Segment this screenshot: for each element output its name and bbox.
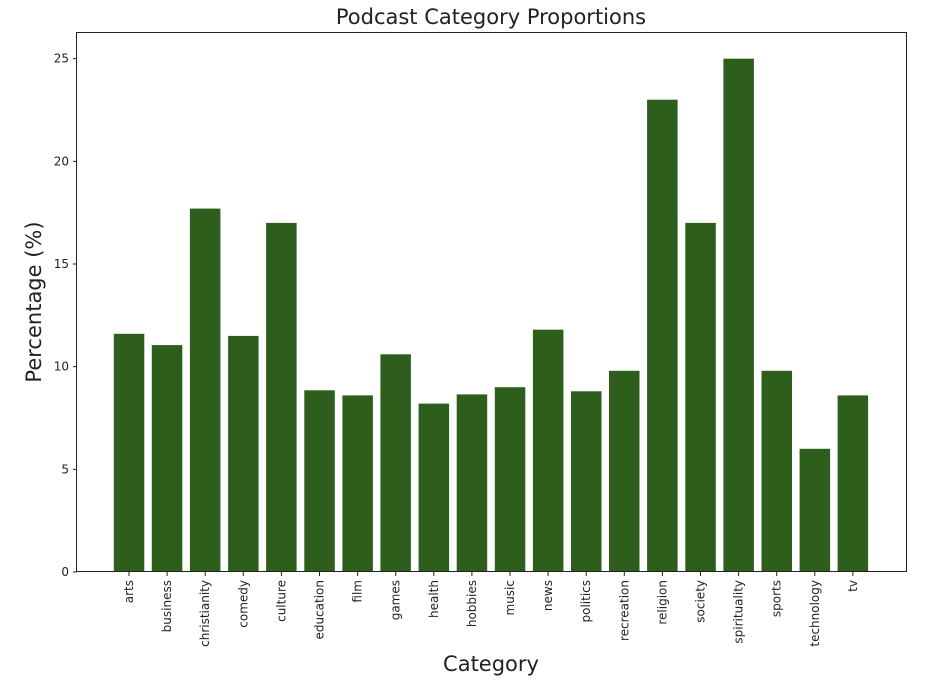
x-axis-label: Category [443, 652, 539, 676]
bars-group [113, 58, 869, 572]
x-tick-label-culture: culture [274, 580, 288, 622]
bar-arts [113, 333, 145, 572]
y-tick-label: 10 [54, 360, 69, 374]
x-tick-label-society: society [694, 580, 708, 623]
x-tick-label-health: health [427, 580, 441, 618]
bar-hobbies [456, 394, 488, 572]
x-tick-label-spirituality: spirituality [732, 580, 746, 644]
bar-comedy [228, 335, 259, 572]
x-tick-label-music: music [503, 580, 517, 615]
bar-society [685, 222, 716, 572]
bar-spirituality [723, 58, 754, 572]
bar-games [380, 354, 411, 572]
y-tick-label: 20 [54, 154, 69, 168]
plot-frame [76, 32, 907, 572]
x-tick-label-sports: sports [770, 580, 784, 617]
bar-technology [799, 448, 831, 572]
x-tick-label-religion: religion [655, 580, 669, 625]
chart-title: Podcast Category Proportions [336, 5, 646, 29]
x-tick-label-recreation: recreation [617, 580, 631, 641]
x-tick-label-news: news [541, 580, 555, 611]
x-tick-label-comedy: comedy [236, 580, 250, 628]
x-tick-label-games: games [389, 580, 403, 620]
y-tick-label: 25 [54, 52, 69, 66]
x-axis-ticks: arts business christianity comedy culture edu… [122, 572, 860, 647]
y-tick-label: 15 [54, 257, 69, 271]
x-tick-label-politics: politics [579, 580, 593, 623]
y-axis-ticks: 0 5 10 15 20 25 [54, 52, 77, 579]
x-tick-label-business: business [160, 580, 174, 632]
bar-education [304, 390, 335, 572]
bar-religion [647, 99, 678, 572]
y-tick-label: 5 [61, 462, 69, 476]
x-tick-label-christianity: christianity [198, 580, 212, 647]
bar-politics [571, 391, 602, 572]
bar-film [342, 395, 373, 572]
bar-sports [761, 370, 792, 572]
y-tick-label: 0 [61, 565, 69, 579]
x-tick-label-technology: technology [808, 580, 822, 647]
x-tick-label-tv: tv [846, 580, 860, 592]
bar-business [151, 345, 183, 572]
x-tick-label-arts: arts [122, 580, 136, 603]
x-tick-label-hobbies: hobbies [465, 580, 479, 627]
y-axis-label: Percentage (%) [22, 221, 46, 382]
bar-music [494, 387, 526, 572]
x-tick-label-education: education [313, 580, 327, 640]
bar-news [532, 329, 564, 572]
bar-tv [837, 395, 869, 572]
bar-christianity [189, 208, 221, 572]
bar-culture [266, 222, 297, 572]
bar-recreation [609, 370, 640, 572]
bar-health [418, 403, 450, 572]
x-tick-label-film: film [351, 580, 365, 603]
